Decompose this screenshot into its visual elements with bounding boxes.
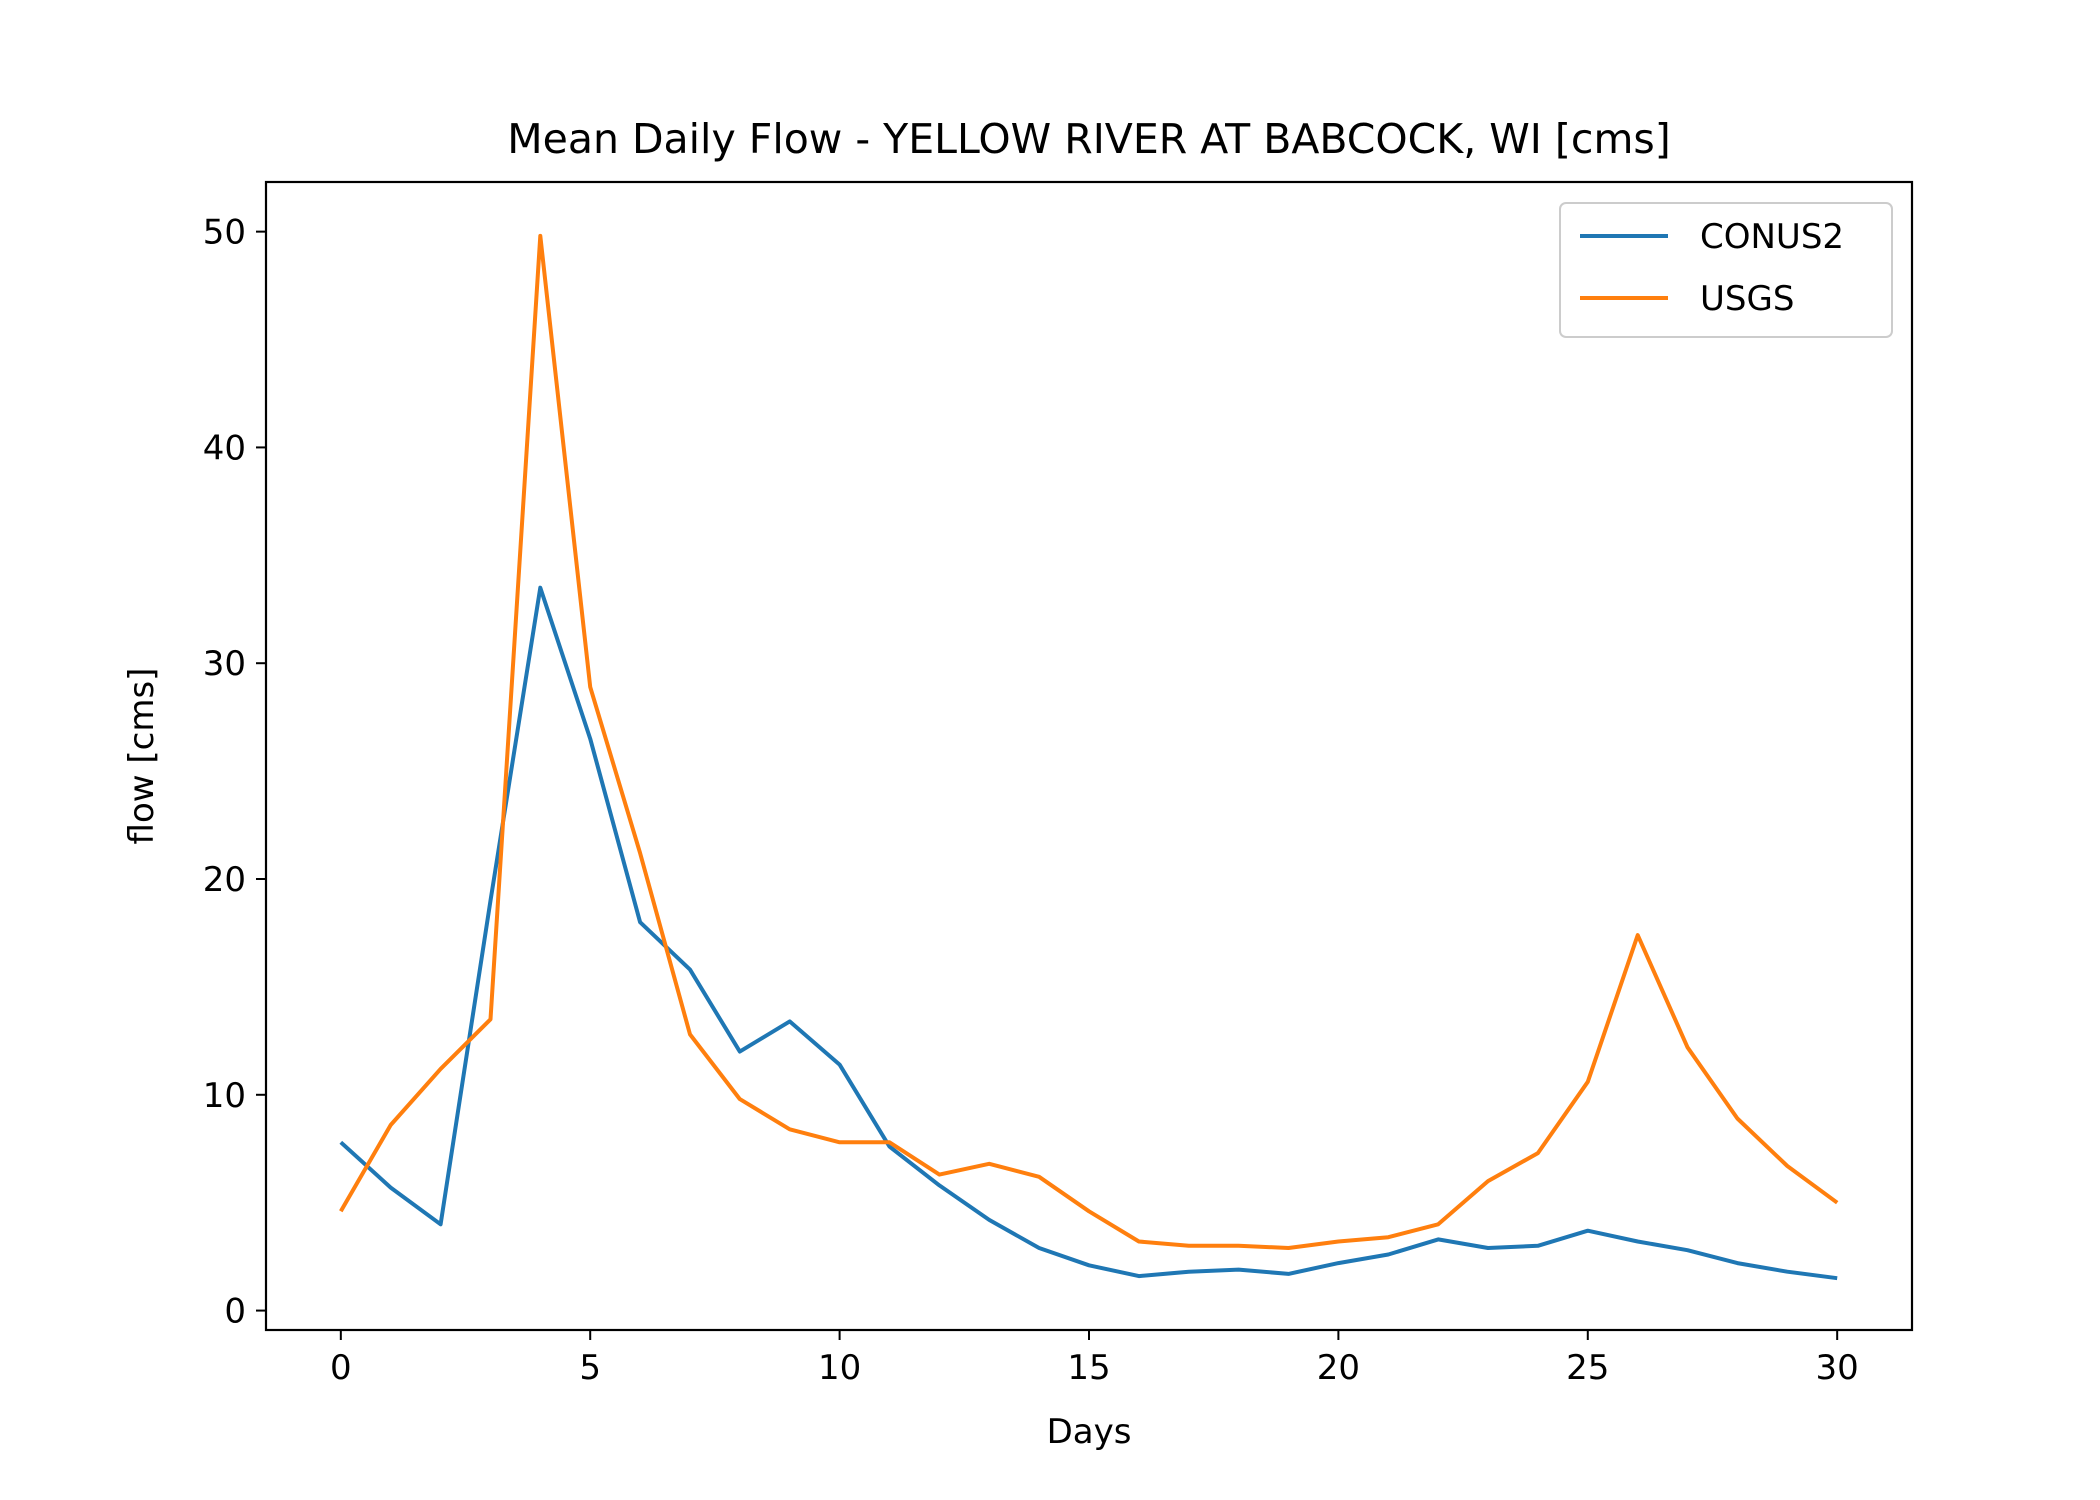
x-axis-label: Days <box>1047 1412 1132 1452</box>
y-tick-label: 40 <box>203 428 246 468</box>
x-tick-label: 25 <box>1566 1348 1609 1388</box>
x-axis-ticks: 0 5 10 15 20 25 30 <box>330 1330 1859 1388</box>
x-tick-label: 5 <box>579 1348 601 1388</box>
y-tick-label: 20 <box>203 860 246 900</box>
y-tick-label: 0 <box>224 1292 246 1332</box>
x-tick-label: 20 <box>1317 1348 1360 1388</box>
x-tick-label: 15 <box>1067 1348 1110 1388</box>
chart-title: Mean Daily Flow - YELLOW RIVER AT BABCOC… <box>507 115 1671 163</box>
legend: CONUS2 USGS <box>1559 202 1893 338</box>
y-axis-ticks: 0 10 20 30 40 50 <box>203 213 266 1332</box>
plot-lines <box>339 233 1839 1281</box>
x-tick-label: 10 <box>818 1348 861 1388</box>
y-tick-label: 30 <box>203 644 246 684</box>
series-line-usgs <box>339 233 1839 1250</box>
y-tick-label: 10 <box>203 1076 246 1116</box>
series-line-conus2 <box>339 585 1838 1281</box>
x-tick-label: 30 <box>1816 1348 1859 1388</box>
y-tick-label: 50 <box>203 213 246 253</box>
x-tick-label: 0 <box>330 1348 352 1388</box>
legend-label-usgs: USGS <box>1700 279 1794 319</box>
legend-label-conus2: CONUS2 <box>1700 217 1844 257</box>
y-axis-label: flow [cms] <box>122 668 162 845</box>
